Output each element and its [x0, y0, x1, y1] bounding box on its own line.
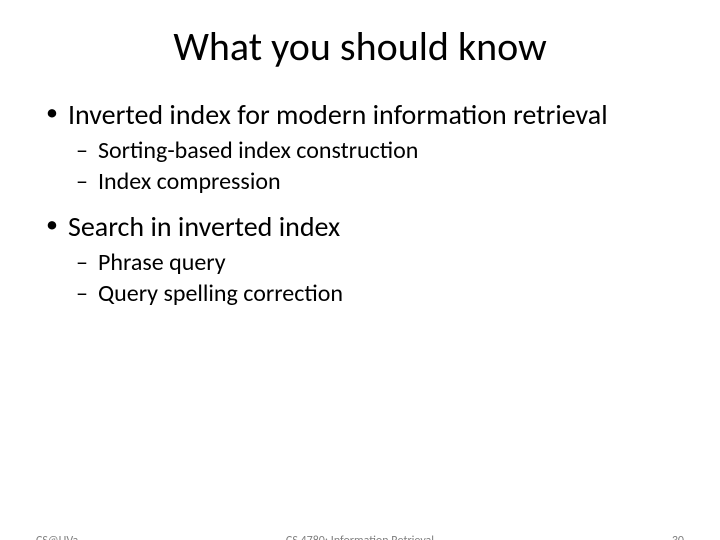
bullet-level2: Sorting-based index construction	[76, 137, 680, 166]
bullet-level1: Inverted index for modern information re…	[40, 99, 680, 131]
bullet-text: Phrase query	[98, 248, 226, 277]
bullet-level2: Index compression	[76, 168, 680, 197]
bullet-text: Inverted index for modern information re…	[68, 97, 608, 132]
bullet-text: Index compression	[98, 167, 281, 196]
slide-container: What you should know Inverted index for …	[0, 22, 720, 540]
slide-content: Inverted index for modern information re…	[0, 99, 720, 309]
footer-page-number: 30	[672, 534, 684, 540]
bullet-text: Sorting-based index construction	[98, 136, 418, 165]
bullet-level1: Search in inverted index	[40, 211, 680, 243]
bullet-level2: Phrase query	[76, 249, 680, 278]
slide-title: What you should know	[0, 22, 720, 71]
footer-center: CS 4780: Information Retrieval	[0, 534, 720, 540]
bullet-text: Query spelling correction	[98, 279, 343, 308]
bullet-text: Search in inverted index	[68, 209, 340, 244]
bullet-level2: Query spelling correction	[76, 280, 680, 309]
